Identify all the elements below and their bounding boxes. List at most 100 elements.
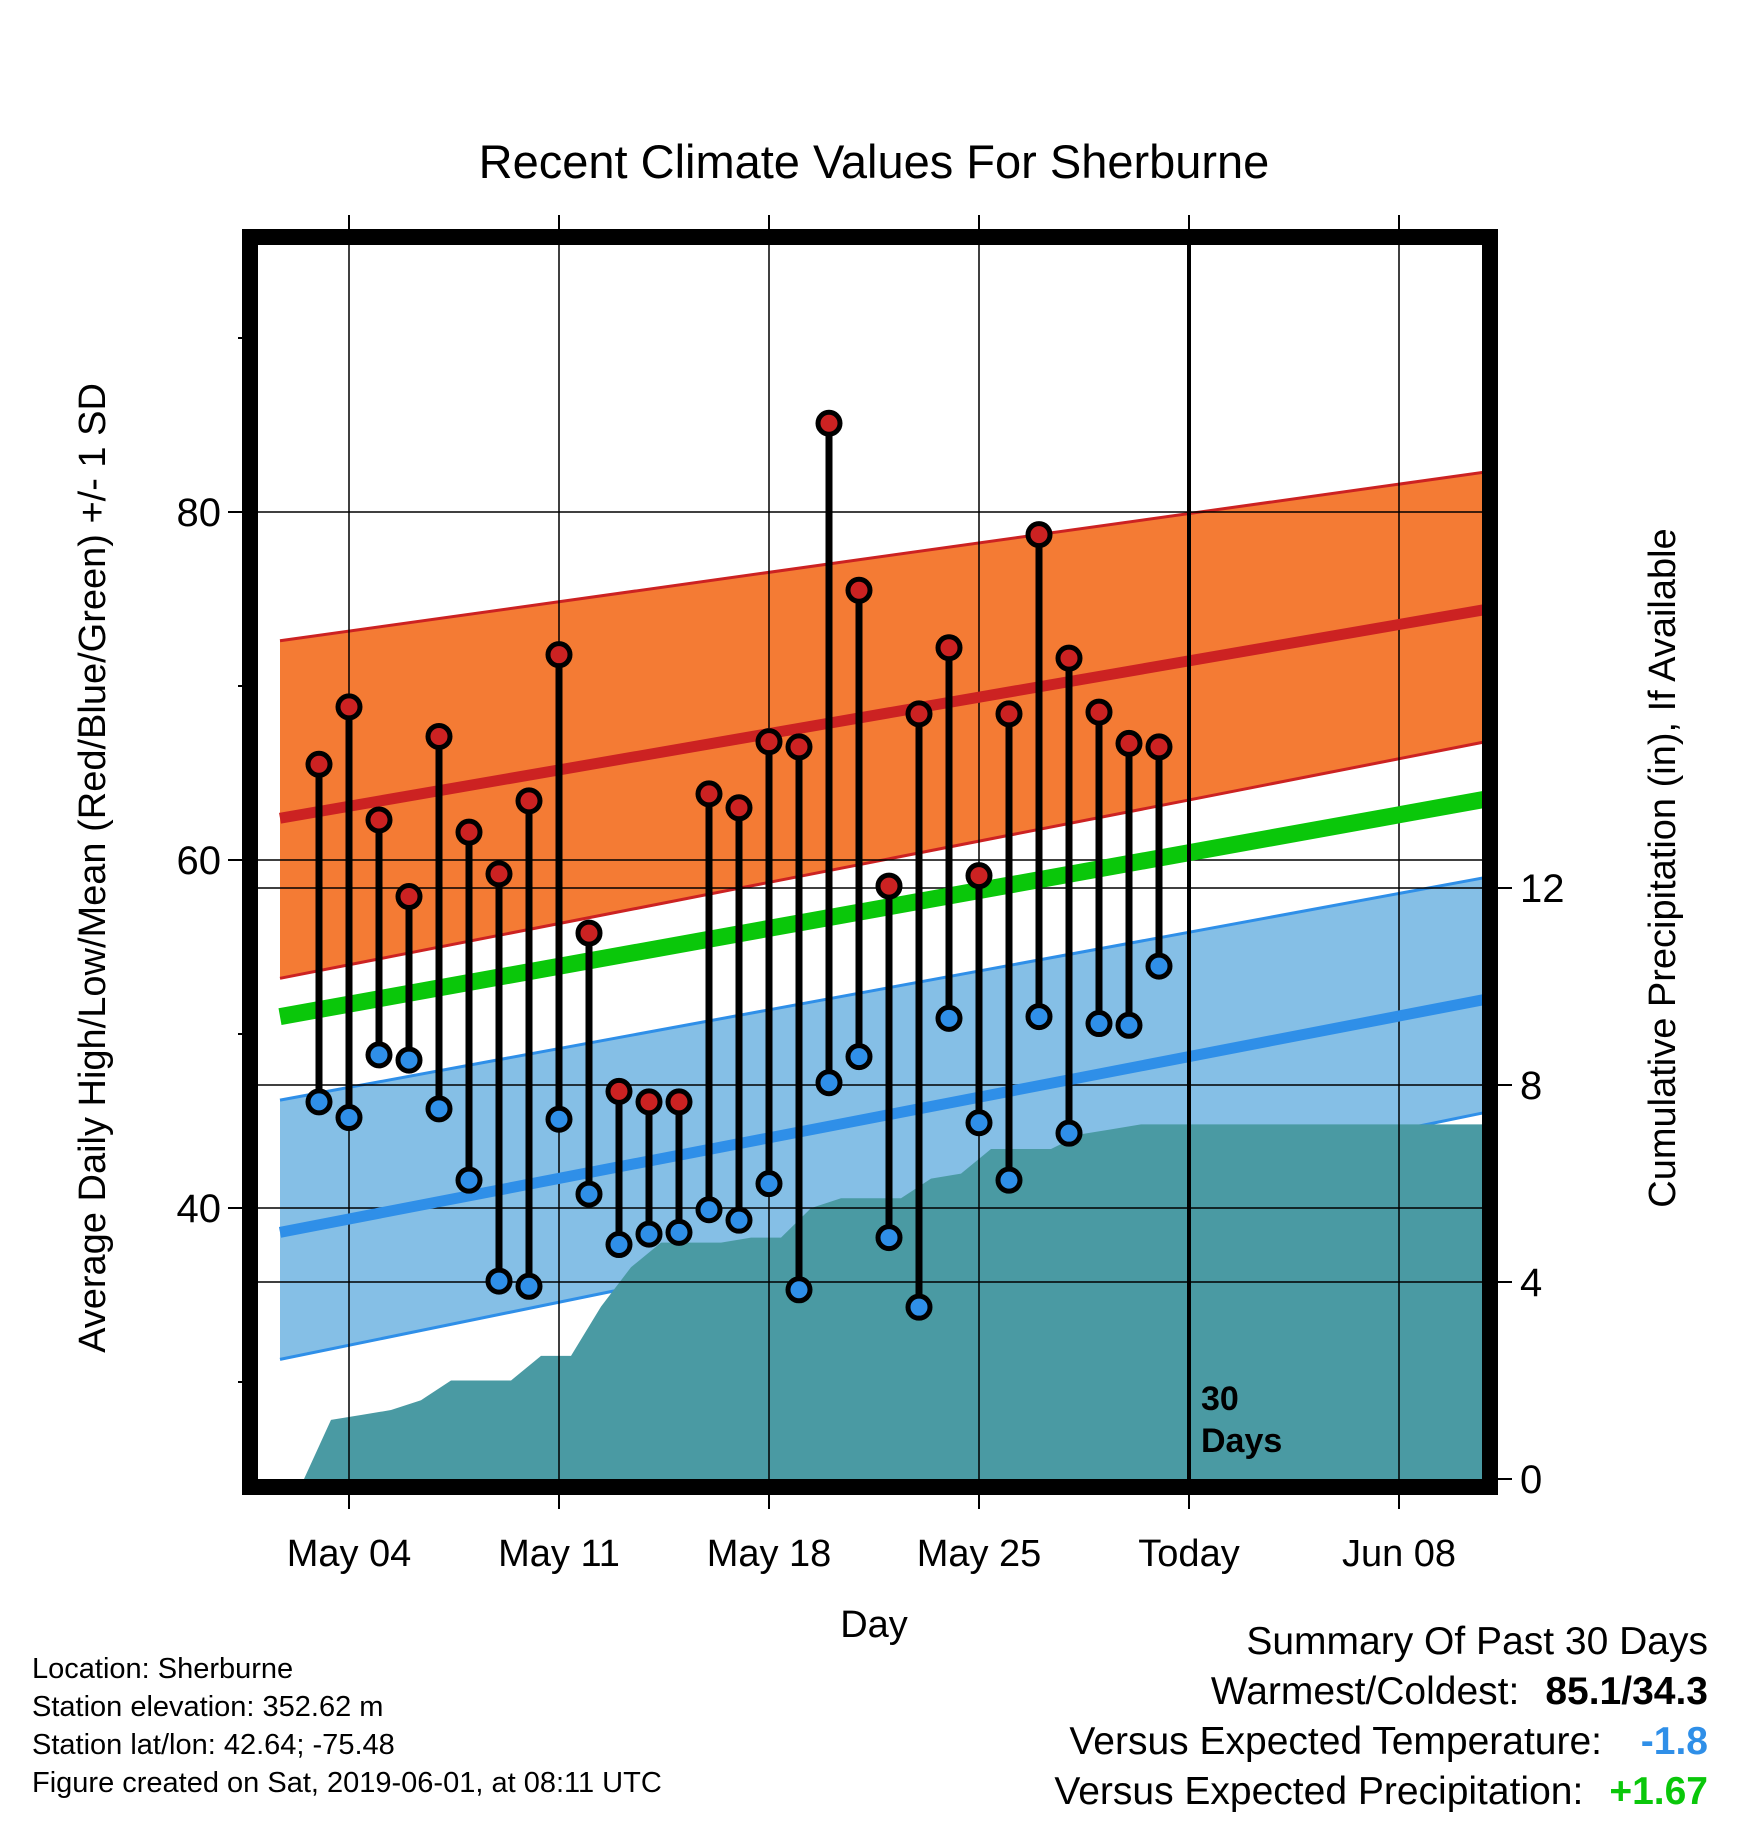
daily-high-point (995, 700, 1023, 728)
daily-low-point (335, 1104, 363, 1132)
y2-tick-label: 12 (1520, 867, 1565, 911)
daily-high-point (1025, 521, 1053, 549)
x-tick-label: May 11 (498, 1533, 620, 1575)
daily-high-point (605, 1077, 633, 1105)
daily-high-point (725, 794, 753, 822)
location-text: Location: Sherburne (32, 1653, 294, 1685)
temp-value: -1.8 (1640, 1720, 1708, 1763)
daily-low-point (935, 1004, 963, 1032)
daily-low-point (425, 1095, 453, 1123)
daily-low-point (845, 1043, 873, 1071)
daily-high-point (695, 780, 723, 808)
plot-area: 30 Days May 04 May 11 May 18 May 25 Today Jun 0… (177, 215, 1565, 1575)
normal-average-line (278, 791, 1482, 1025)
daily-high-point (965, 862, 993, 890)
latlon-text: Station lat/lon: 42.64; -75.48 (32, 1729, 395, 1761)
normal-high-mean-line (279, 604, 1482, 824)
daily-low-point (605, 1231, 633, 1259)
y-axis-label: Average Daily High/Low/Mean (Red/Blue/Gr… (72, 383, 114, 1353)
y2-tick-label: 8 (1520, 1064, 1542, 1108)
y-tick-label: 80 (177, 491, 222, 535)
daily-low-point (455, 1166, 483, 1194)
daily-high-point (365, 806, 393, 834)
precip-value: +1.67 (1609, 1770, 1708, 1813)
y2-tick-label: 4 (1520, 1261, 1542, 1305)
today-days-label: 30 Days (1201, 1380, 1282, 1460)
daily-high-point (665, 1088, 693, 1116)
daily-low-point (395, 1046, 423, 1074)
warmest-value: 85.1/34.3 (1545, 1670, 1708, 1713)
warmest-label: Warmest/Coldest: (1210, 1670, 1520, 1713)
precipitation-area (280, 1124, 1482, 1479)
x-axis-label: Day (840, 1604, 908, 1646)
daily-low-point (575, 1180, 603, 1208)
daily-low-point (905, 1293, 933, 1321)
daily-high-point (815, 409, 843, 437)
daily-high-point (1055, 644, 1083, 672)
daily-high-point (335, 693, 363, 721)
normal-high-upper-line (279, 471, 1482, 643)
station-info: Location: Sherburne Station elevation: 3… (32, 1650, 662, 1802)
daily-low-point (785, 1276, 813, 1304)
daily-low-point (965, 1109, 993, 1137)
daily-low-point (1025, 1003, 1053, 1031)
x-tick-label: May 04 (287, 1533, 412, 1575)
daily-high-point (875, 872, 903, 900)
x-tick-label: Today (1138, 1533, 1239, 1575)
daily-low-point (545, 1105, 573, 1133)
normal-low-upper-line (279, 876, 1482, 1102)
precip-label: Versus Expected Precipitation: (1054, 1770, 1584, 1813)
daily-high-point (305, 750, 333, 778)
normal-low-mean-line (278, 994, 1482, 1238)
daily-low-point (1055, 1119, 1083, 1147)
daily-low-point (635, 1220, 663, 1248)
y-tick-label: 40 (177, 1187, 222, 1231)
daily-high-point (755, 728, 783, 756)
observed-series (305, 409, 1173, 1321)
daily-low-point (815, 1069, 843, 1097)
daily-low-point (305, 1088, 333, 1116)
x-tick-label: May 18 (707, 1533, 832, 1575)
y2-tick-label: 0 (1520, 1458, 1542, 1502)
y2-axis-label: Cumulative Precipitation (in), If Availa… (1642, 528, 1684, 1207)
daily-high-point (485, 860, 513, 888)
daily-high-point (785, 733, 813, 761)
summary-precip-row: Versus Expected Precipitation: +1.67 (1054, 1767, 1708, 1817)
daily-high-point (515, 787, 543, 815)
daily-high-point (935, 634, 963, 662)
daily-low-point (485, 1267, 513, 1295)
summary-panel: Summary Of Past 30 Days Warmest/Coldest:… (1054, 1617, 1708, 1817)
summary-temp-row: Versus Expected Temperature: -1.8 (1054, 1717, 1708, 1767)
temp-label: Versus Expected Temperature: (1069, 1720, 1602, 1763)
daily-high-point (425, 722, 453, 750)
daily-low-point (515, 1272, 543, 1300)
daily-low-point (365, 1041, 393, 1069)
summary-title: Summary Of Past 30 Days (1246, 1620, 1708, 1663)
plot-frame (242, 229, 1498, 1495)
y-tick-label: 60 (177, 839, 222, 883)
daily-high-point (1085, 698, 1113, 726)
today-days-label-line: 30 (1201, 1380, 1239, 1418)
daily-high-point (845, 576, 873, 604)
daily-low-point (755, 1170, 783, 1198)
chart-title: Recent Climate Values For Sherburne (479, 135, 1270, 188)
x-tick-label: Jun 08 (1342, 1533, 1456, 1575)
today-days-label-line: Days (1201, 1422, 1282, 1460)
daily-high-point (395, 883, 423, 911)
daily-low-point (995, 1166, 1023, 1194)
daily-high-point (1115, 729, 1143, 757)
daily-low-point (1115, 1011, 1143, 1039)
daily-low-point (1145, 952, 1173, 980)
summary-warmest-row: Warmest/Coldest: 85.1/34.3 (1054, 1667, 1708, 1717)
x-tick-label: May 25 (917, 1533, 1042, 1575)
daily-low-point (725, 1206, 753, 1234)
elevation-text: Station elevation: 352.62 m (32, 1691, 384, 1723)
plot-inner: 30 Days (258, 245, 1482, 1479)
daily-high-point (575, 919, 603, 947)
daily-low-point (695, 1196, 723, 1224)
daily-high-point (455, 818, 483, 846)
daily-high-point (1145, 733, 1173, 761)
daily-low-point (665, 1218, 693, 1246)
daily-low-point (875, 1224, 903, 1252)
